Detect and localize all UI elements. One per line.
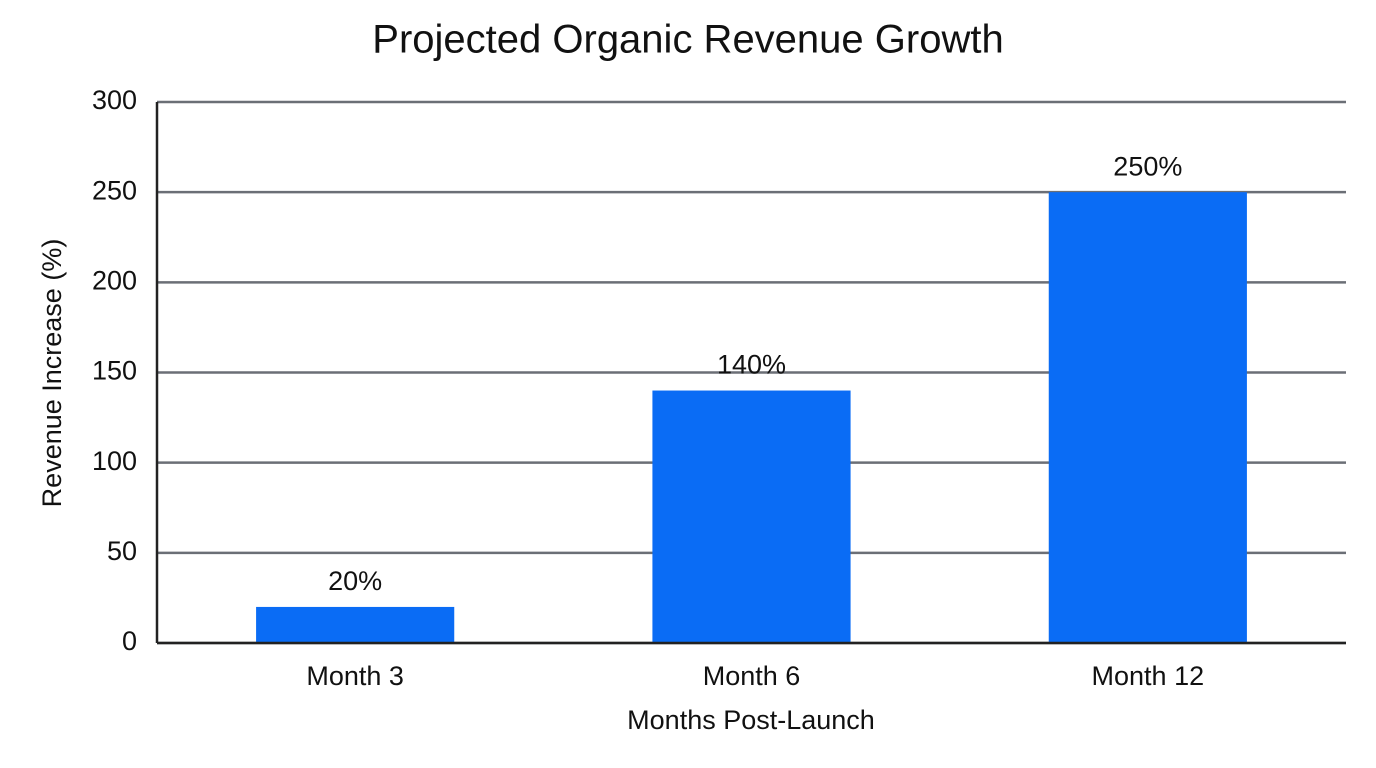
bar (652, 390, 851, 643)
x-tick-label: Month 3 (306, 661, 404, 691)
chart-title: Projected Organic Revenue Growth (372, 18, 1003, 62)
y-axis-label: Revenue Increase (%) (37, 239, 67, 508)
y-tick-label: 250 (92, 175, 137, 205)
data-label: 20% (328, 566, 382, 596)
y-tick-label: 50 (107, 536, 137, 566)
bar (256, 606, 455, 643)
data-label: 140% (717, 350, 786, 380)
y-tick-label: 0 (122, 626, 137, 656)
y-tick-label: 200 (92, 265, 137, 295)
x-tick-label: Month 6 (703, 661, 801, 691)
x-axis-label: Months Post-Launch (627, 705, 875, 735)
bar (1048, 192, 1247, 643)
x-tick-label: Month 12 (1092, 661, 1205, 691)
y-tick-label: 300 (92, 85, 137, 115)
y-tick-label: 150 (92, 356, 137, 386)
data-label: 250% (1113, 151, 1182, 181)
y-tick-label: 100 (92, 446, 137, 476)
